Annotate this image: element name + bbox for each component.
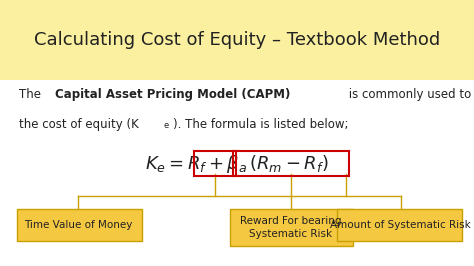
FancyBboxPatch shape: [17, 209, 142, 241]
Text: is commonly used to calculate: is commonly used to calculate: [345, 88, 474, 101]
Text: Calculating Cost of Equity – Textbook Method: Calculating Cost of Equity – Textbook Me…: [34, 31, 440, 49]
Text: $K_e = R_f + \beta_a\,(R_m - R_f)$: $K_e = R_f + \beta_a\,(R_m - R_f)$: [145, 153, 329, 174]
Text: e: e: [164, 121, 169, 130]
Text: Amount of Systematic Risk: Amount of Systematic Risk: [330, 220, 471, 230]
Bar: [0, 0, 474, 80]
Text: ). The formula is listed below;: ). The formula is listed below;: [173, 118, 348, 131]
FancyBboxPatch shape: [337, 209, 462, 241]
Text: Capital Asset Pricing Model (CAPM): Capital Asset Pricing Model (CAPM): [55, 88, 290, 101]
Text: Reward For bearing
Systematic Risk: Reward For bearing Systematic Risk: [240, 216, 342, 239]
Text: The: The: [19, 88, 45, 101]
Text: Time Value of Money: Time Value of Money: [24, 220, 132, 230]
Text: the cost of equity (K: the cost of equity (K: [19, 118, 139, 131]
FancyBboxPatch shape: [230, 209, 353, 246]
